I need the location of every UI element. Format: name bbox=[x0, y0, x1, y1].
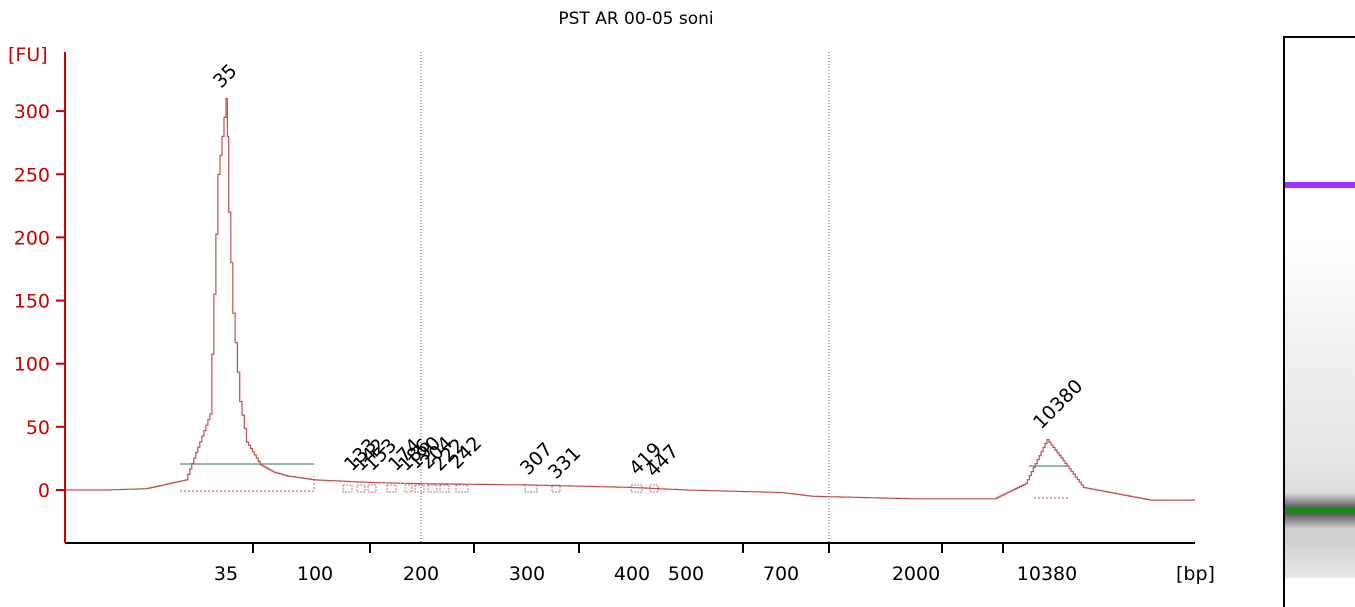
trace-line bbox=[65, 97, 1195, 501]
x-tick-label: 300 bbox=[509, 563, 545, 585]
y-tick-label: 250 bbox=[14, 164, 50, 186]
x-tick-label: 100 bbox=[297, 563, 333, 585]
peak-region-box bbox=[524, 484, 538, 493]
peak-region-box bbox=[649, 484, 659, 493]
y-tick-label: 100 bbox=[14, 354, 50, 376]
peak-region-box bbox=[386, 484, 397, 493]
peak-region-box bbox=[342, 484, 353, 493]
x-tick-label: 10380 bbox=[1017, 563, 1077, 585]
x-tick-label: 400 bbox=[614, 563, 650, 585]
peak-region-box bbox=[439, 484, 450, 493]
peak-region-box bbox=[367, 484, 377, 493]
peak-region-box bbox=[404, 484, 413, 493]
marker-peak-label: 10380 bbox=[1029, 375, 1087, 433]
peak-boundary bbox=[180, 476, 315, 492]
trace-path bbox=[65, 97, 1195, 501]
y-axis-label: [FU] bbox=[8, 44, 48, 66]
gel-lower-marker-band bbox=[1285, 508, 1355, 514]
y-tick-label: 300 bbox=[14, 101, 50, 123]
y-tick-label: 0 bbox=[38, 480, 50, 502]
peak-region-box bbox=[630, 484, 643, 493]
gridlines bbox=[420, 52, 830, 543]
peak-baselines bbox=[180, 463, 1068, 499]
y-tick-label: 150 bbox=[14, 291, 50, 313]
x-tick-label: 500 bbox=[668, 563, 704, 585]
x-tick-label: 200 bbox=[403, 563, 439, 585]
peak-region-box bbox=[455, 484, 469, 493]
x-tick-label: 35 bbox=[214, 563, 238, 585]
y-tick-label: 200 bbox=[14, 227, 50, 249]
peak-region-box bbox=[414, 484, 425, 493]
gel-image-panel bbox=[1283, 36, 1355, 607]
electropherogram-chart: PST AR 00-05 soni [FU] 300 250 200 150 100 50… bbox=[8, 9, 1215, 585]
gel-upper-marker-band bbox=[1285, 182, 1355, 188]
chart-title: PST AR 00-05 soni bbox=[558, 9, 713, 29]
x-tick-label: 2000 bbox=[892, 563, 940, 585]
x-axis-label: [bp] bbox=[1176, 563, 1215, 585]
gel-lane bbox=[1285, 38, 1355, 578]
marker-peak-label: 35 bbox=[209, 60, 242, 93]
y-tick-label: 50 bbox=[26, 417, 50, 439]
peak-region-box bbox=[356, 484, 366, 493]
x-axis-ticks: 35 100 200 300 400 500 700 2000 10380 bbox=[214, 543, 1077, 585]
y-axis-ticks: 300 250 200 150 100 50 0 bbox=[14, 101, 65, 502]
peak-region-box bbox=[427, 484, 438, 493]
x-tick-label: 700 bbox=[763, 563, 799, 585]
